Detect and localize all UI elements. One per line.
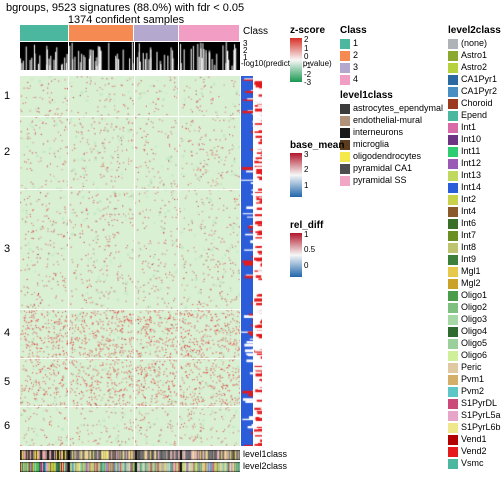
legend-item: Int8 [448,242,501,253]
legend-item: 3 [340,62,367,73]
bottom-label-2: level2class [243,461,287,471]
legend-item: Astro1 [448,50,501,61]
row-group-label: 5 [4,376,10,388]
legend-item: Peric [448,362,501,373]
legend-item: S1PyrL6b [448,422,501,433]
row-group-label: 2 [4,146,10,158]
row-group-label: 3 [4,243,10,255]
legend-item: S1PyrL5a [448,410,501,421]
bottom-annotation-level1 [20,450,240,460]
legend-item: Oligo1 [448,290,501,301]
legend-item: Int6 [448,218,501,229]
row-group-label: 4 [4,327,10,339]
row-group-label: 6 [4,420,10,432]
legend-item: Oligo3 [448,314,501,325]
row-group-label: 1 [4,90,10,102]
legend-item: interneurons [340,127,443,138]
legend-item: Pvm2 [448,386,501,397]
legend-item: Epend [448,110,501,121]
class-annotation-bar [20,25,240,41]
legend-item: oligodendrocytes [340,151,443,162]
legend-item: 4 [340,74,367,85]
legend-item: Int4 [448,206,501,217]
title-line-1: bgroups, 9523 signatures (88.0%) with fd… [6,0,266,14]
legend-item: Oligo6 [448,350,501,361]
legend-item: Choroid [448,98,501,109]
side-annotation-reldiff [254,76,262,446]
legend-item: Vend1 [448,434,501,445]
main-heatmap [20,76,240,446]
legend-item: Int2 [448,194,501,205]
class-bar-label: Class [243,26,268,37]
legend-item: Oligo4 [448,326,501,337]
legend-item: Mgl1 [448,266,501,277]
legend-item: Int14 [448,182,501,193]
legend-item: Int12 [448,158,501,169]
legend-item: Vsmc [448,458,501,469]
legend-item: endothelial-mural [340,115,443,126]
legend-title: level2class [448,25,501,36]
legend-item: Int1 [448,122,501,133]
legend-item: Pvm1 [448,374,501,385]
legend-item: Vend2 [448,446,501,457]
legend-title: level1class [340,90,443,101]
legend-item: Int11 [448,146,501,157]
legend-item: pyramidal CA1 [340,163,443,174]
legend-item: astrocytes_ependymal [340,103,443,114]
legend-item: Mgl2 [448,278,501,289]
legend-item: Int7 [448,230,501,241]
legend-item: Int9 [448,254,501,265]
legend-item: (none) [448,38,501,49]
barcode-scale: 321 [243,40,247,61]
legend-title: Class [340,25,367,36]
side-annotation-basemean [241,76,253,446]
legend-item: pyramidal SS [340,175,443,186]
legend-item: 2 [340,50,367,61]
legend-item: Int13 [448,170,501,181]
legend-item: Int10 [448,134,501,145]
legend-item: S1PyrDL [448,398,501,409]
legend-item: Oligo5 [448,338,501,349]
legend-title: base_mean [290,140,344,151]
legend-item: CA1Pyr2 [448,86,501,97]
prediction-barcode [20,42,240,70]
legend-item: CA1Pyr1 [448,74,501,85]
legend-item: 1 [340,38,367,49]
legend-item: Astro2 [448,62,501,73]
legend-item: Oligo2 [448,302,501,313]
legend-item: microglia [340,139,443,150]
bottom-label-1: level1class [243,449,287,459]
bottom-annotation-level2 [20,462,240,472]
